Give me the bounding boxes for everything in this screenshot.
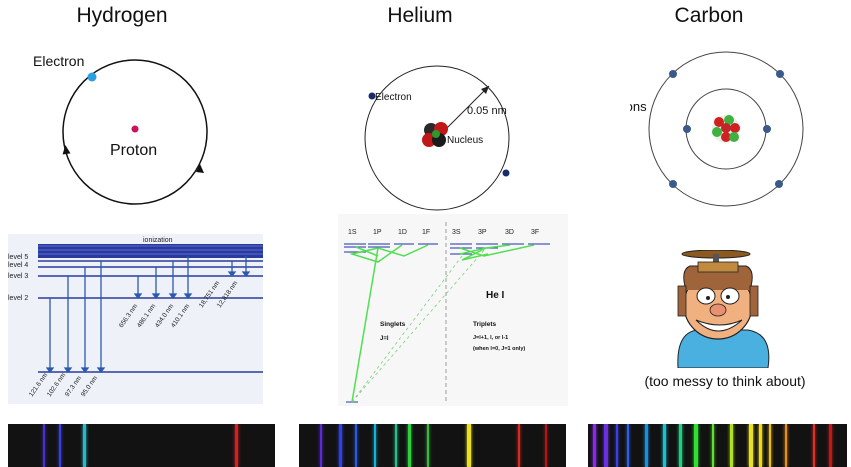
triplet-term-p: 3P: [478, 229, 487, 236]
helium-title: Helium: [387, 4, 453, 27]
level-5-label: level 5: [8, 254, 28, 261]
helium-spectral-line: [339, 424, 342, 467]
singlets-rule: J=l: [380, 336, 389, 342]
carbon-spectral-line: [749, 424, 753, 467]
singlet-term-f: 1F: [422, 229, 430, 236]
carbon-spectral-line: [759, 424, 762, 467]
helium-energy-level-diagram: 1S 1P 1D 1F 3S 3P 3D 3F He I Singlets J=…: [338, 214, 568, 406]
helium-spectrum: [299, 424, 566, 467]
hydrogen-orbit: [62, 59, 208, 205]
hydrogen-spectral-line: [83, 424, 86, 467]
hydrogen-spectral-line: [235, 424, 238, 467]
hydrogen-energy-level-diagram: ionization level 5 level 4 level 3 level…: [8, 234, 263, 404]
carbon-spectral-line: [627, 424, 629, 467]
helium-spectral-line: [320, 424, 322, 467]
singlet-term-p: 1P: [373, 229, 382, 236]
triplets-note: (when l=0, J=1 only): [473, 346, 525, 352]
carbon-spectral-line: [769, 424, 771, 467]
helium-spectral-line: [427, 424, 429, 467]
hydrogen-spectral-line: [59, 424, 61, 467]
helium-orbit: [364, 65, 510, 211]
helium-spectral-line: [395, 424, 397, 467]
helium-spectral-line: [408, 424, 411, 467]
helium-spectral-line: [355, 424, 357, 467]
triplet-term-f: 3F: [531, 229, 539, 236]
singlets-label: Singlets: [380, 321, 406, 328]
hydrogen-proton: [131, 125, 139, 133]
carbon-spectral-line: [785, 424, 787, 467]
triplet-term-d: 3D: [505, 229, 514, 236]
triplets-label: Triplets: [473, 321, 497, 328]
carbon-electrons-label: 6 electrons: [630, 99, 647, 114]
singlet-term-s: 1S: [348, 229, 357, 236]
helium-spectral-line: [518, 424, 520, 467]
hydrogen-spectral-line: [43, 424, 45, 467]
helium-nucleus-label: Nucleus: [447, 135, 483, 146]
ionization-label: ionization: [143, 237, 173, 244]
hydrogen-spectrum: [8, 424, 275, 467]
carbon-spectral-line: [616, 424, 618, 467]
orbit-arrow-right: [196, 164, 204, 173]
carbon-spectral-line: [712, 424, 714, 467]
triplets-rule: J=l+1, l, or l-1: [473, 335, 508, 341]
level-2-label: level 2: [8, 295, 28, 302]
carbon-spectral-line: [663, 424, 666, 467]
hydrogen-electron: [87, 72, 97, 82]
carbon-spectral-line: [813, 424, 815, 467]
helium-atom-diagram: Electron Nucleus 0.05 nm: [364, 65, 510, 211]
carbon-spectral-line: [694, 424, 698, 467]
hydrogen-electron-label: Electron: [33, 53, 84, 69]
hydrogen-title: Hydrogen: [76, 4, 168, 27]
helium-spectral-line: [545, 424, 547, 467]
carbon-caption: (too messy to think about): [644, 373, 806, 389]
helium-electron-label: Electron: [375, 92, 412, 103]
carbon-spectral-line: [593, 424, 596, 467]
carbon-atom-diagram: 6 electrons: [630, 51, 804, 207]
carbon-outer-orbit: [648, 51, 804, 207]
carbon-nucleus: [712, 115, 740, 143]
carbon-electrons: [669, 70, 784, 188]
carbon-spectral-line: [679, 424, 682, 467]
helium-electron-1: [368, 92, 376, 100]
carbon-spectral-line: [645, 424, 648, 467]
helium-nucleus: [422, 122, 448, 147]
triplet-term-s: 3S: [452, 229, 461, 236]
helium-radius-label: 0.05 nm: [467, 105, 507, 117]
hydrogen-atom-diagram: Electron Proton: [33, 53, 208, 205]
he-i-title: He I: [486, 290, 505, 301]
level-3-label: level 3: [8, 273, 28, 280]
orbit-arrow-left: [62, 145, 71, 155]
helium-spectral-line: [467, 424, 471, 467]
helium-spectral-line: [374, 424, 376, 467]
singlet-term-d: 1D: [398, 229, 407, 236]
helium-electron-2: [502, 169, 510, 177]
carbon-spectral-line: [829, 424, 832, 467]
carbon-title: Carbon: [674, 4, 744, 27]
radius-arrowhead: [481, 86, 489, 94]
carbon-spectral-line: [604, 424, 608, 467]
level-4-label: level 4: [8, 262, 28, 269]
carbon-spectral-line: [730, 424, 733, 467]
confused-cartoon-character: [677, 250, 770, 368]
hydrogen-proton-label: Proton: [110, 142, 157, 159]
carbon-spectrum: [588, 424, 847, 467]
